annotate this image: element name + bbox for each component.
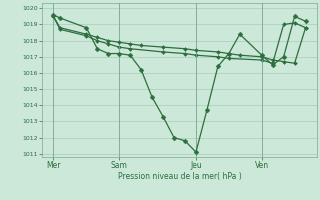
X-axis label: Pression niveau de la mer( hPa ): Pression niveau de la mer( hPa )	[118, 172, 241, 181]
